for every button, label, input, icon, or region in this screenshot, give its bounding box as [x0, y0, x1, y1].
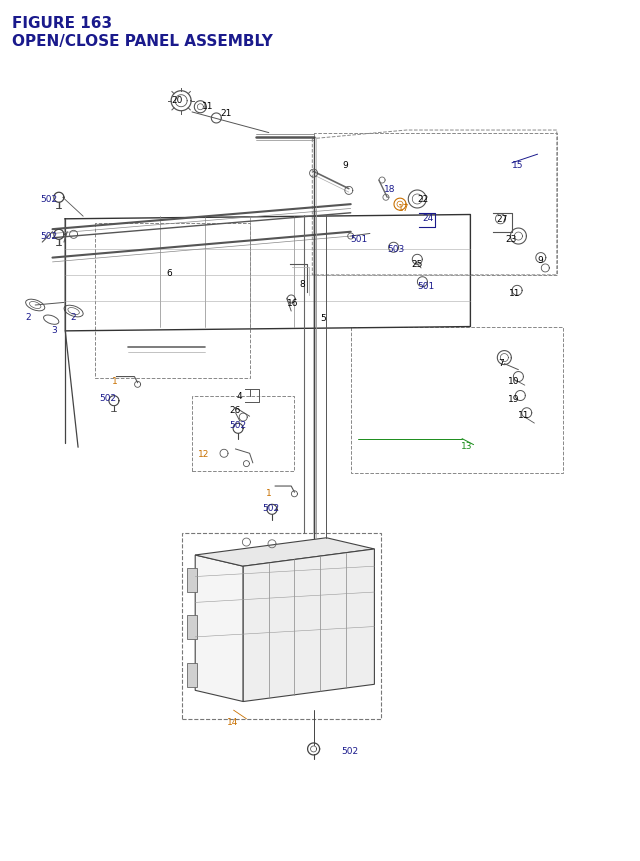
Text: 1: 1: [266, 488, 271, 497]
Text: 502: 502: [229, 421, 246, 430]
Text: OPEN/CLOSE PANEL ASSEMBLY: OPEN/CLOSE PANEL ASSEMBLY: [12, 34, 273, 49]
Text: 12: 12: [198, 449, 210, 458]
Text: 24: 24: [422, 214, 434, 222]
Text: 10: 10: [508, 376, 519, 385]
Text: 9: 9: [538, 256, 543, 264]
Text: 17: 17: [398, 204, 410, 213]
Text: 25: 25: [412, 260, 423, 269]
Polygon shape: [195, 538, 374, 567]
Text: 502: 502: [262, 504, 280, 512]
Text: 16: 16: [287, 299, 298, 307]
Text: 502: 502: [40, 195, 58, 204]
Text: 2: 2: [26, 313, 31, 321]
Text: 11: 11: [509, 288, 520, 297]
Text: 1: 1: [112, 376, 118, 385]
Polygon shape: [195, 555, 243, 702]
Bar: [182, 534, 381, 719]
Text: 22: 22: [417, 195, 429, 204]
Text: 13: 13: [461, 442, 472, 450]
Text: 21: 21: [221, 109, 232, 118]
Text: 27: 27: [496, 215, 508, 224]
Text: 7: 7: [498, 359, 504, 368]
Text: 14: 14: [227, 717, 239, 726]
Text: 503: 503: [387, 245, 404, 254]
Text: 501: 501: [351, 235, 368, 244]
Text: 9: 9: [342, 161, 348, 170]
Text: 502: 502: [40, 232, 58, 240]
Polygon shape: [187, 568, 197, 592]
Text: 5: 5: [320, 314, 326, 323]
Polygon shape: [187, 616, 197, 640]
Text: 18: 18: [384, 185, 396, 194]
Text: 2: 2: [70, 313, 76, 321]
Text: 20: 20: [171, 96, 182, 105]
Text: 501: 501: [417, 282, 435, 290]
Text: 26: 26: [229, 406, 241, 414]
Bar: [192, 396, 294, 472]
Text: 23: 23: [506, 235, 517, 244]
Text: 11: 11: [202, 102, 213, 110]
Polygon shape: [243, 549, 374, 702]
Text: 8: 8: [300, 280, 305, 288]
Text: 19: 19: [508, 395, 519, 404]
Text: 502: 502: [341, 746, 358, 755]
Text: 15: 15: [512, 161, 524, 170]
Text: FIGURE 163: FIGURE 163: [12, 15, 111, 31]
Text: 6: 6: [166, 269, 172, 277]
Text: 11: 11: [518, 411, 530, 419]
Text: 502: 502: [99, 393, 116, 402]
Polygon shape: [187, 663, 197, 687]
Text: 4: 4: [237, 392, 243, 400]
Text: 3: 3: [51, 325, 57, 334]
